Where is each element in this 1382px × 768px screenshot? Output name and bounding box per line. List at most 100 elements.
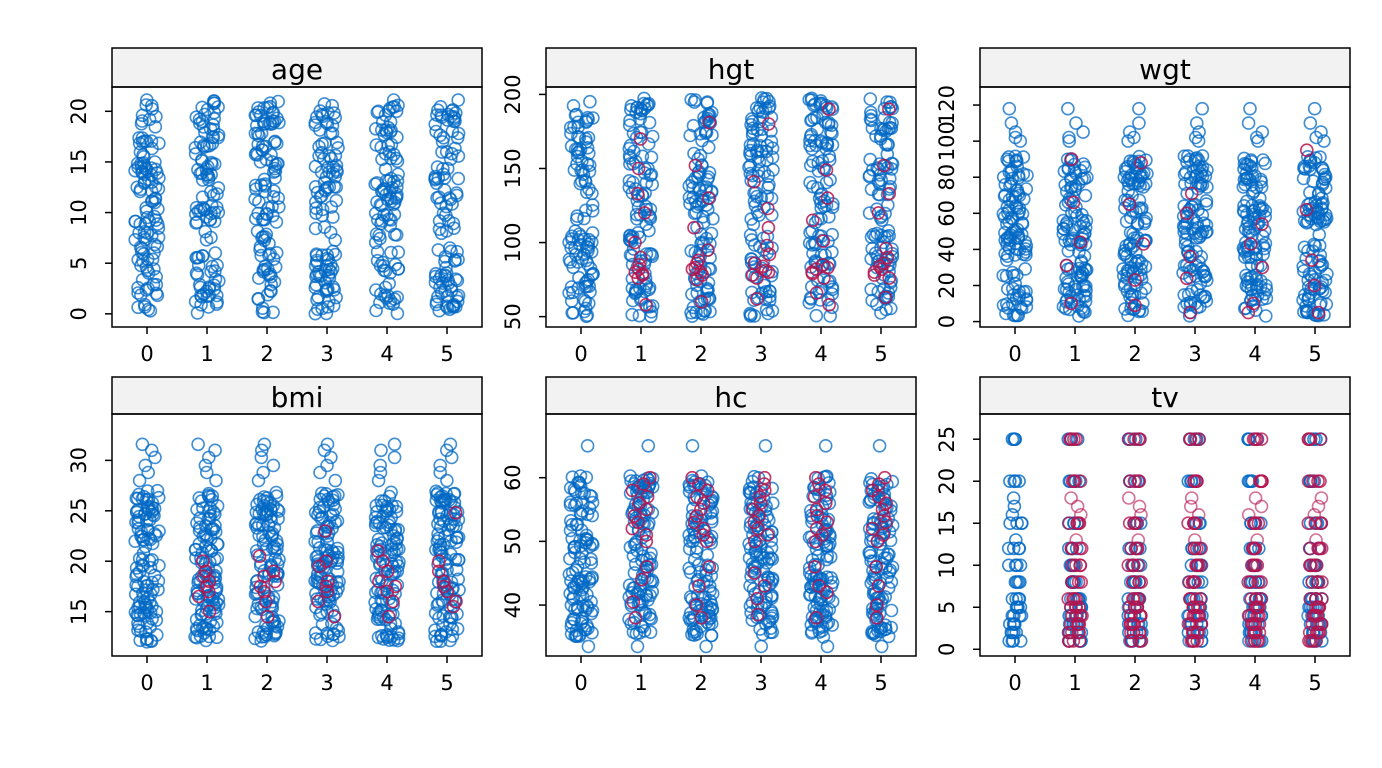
data-point [386, 197, 401, 212]
data-point [151, 230, 166, 245]
data-point [201, 168, 215, 182]
data-point [806, 246, 820, 261]
data-point [632, 257, 647, 272]
data-point [1132, 154, 1146, 169]
data-point [821, 234, 835, 249]
data-point [573, 587, 587, 602]
data-point [257, 569, 271, 584]
data-point [1311, 305, 1326, 320]
data-point [323, 225, 338, 240]
data-point [207, 157, 222, 171]
data-point [314, 486, 329, 501]
data-point [577, 555, 592, 570]
panel-age: age 0 5 10 15 20 0 1 2 3 4 5 [67, 47, 483, 366]
data-point [1243, 237, 1258, 251]
y-tick-label: 20 [935, 272, 959, 299]
data-point [1311, 474, 1325, 489]
data-point [565, 565, 580, 580]
data-point [439, 266, 454, 280]
data-point [1003, 474, 1017, 489]
data-point [874, 121, 888, 136]
data-point [192, 524, 207, 538]
panel-strip [111, 47, 483, 88]
data-point [312, 559, 327, 574]
x-tick-label: 2 [260, 671, 273, 695]
data-point [369, 498, 384, 513]
data-point [1065, 558, 1079, 573]
data-point [131, 579, 145, 594]
data-point [575, 546, 589, 561]
data-point [742, 160, 756, 174]
data-point [641, 518, 655, 533]
data-point [1132, 101, 1146, 116]
data-point [878, 206, 892, 221]
data-point [129, 561, 144, 575]
data-point [568, 241, 582, 255]
data-point [567, 163, 582, 177]
data-point [704, 226, 719, 241]
y-tick-label: 20 [935, 468, 959, 495]
y-tick-label: 5 [67, 257, 91, 270]
data-point [1005, 171, 1020, 186]
data-point [562, 286, 576, 300]
x-axis: 0 1 2 3 4 5 [140, 327, 454, 366]
data-point [1073, 235, 1088, 249]
data-point [1136, 180, 1150, 194]
data-point [207, 205, 222, 220]
x-tick-label: 2 [694, 671, 707, 695]
data-point [271, 191, 286, 205]
data-point [641, 438, 656, 453]
data-point [1180, 186, 1194, 201]
data-point [1005, 296, 1020, 311]
data-point [745, 128, 760, 142]
data-point [252, 195, 266, 209]
data-point [762, 178, 776, 192]
y-tick-label: 10 [67, 199, 91, 226]
data-point [135, 131, 150, 145]
data-point [1001, 150, 1016, 164]
data-point [743, 166, 758, 181]
data-point [1311, 575, 1325, 589]
data-point [633, 125, 647, 139]
data-point [583, 285, 597, 299]
data-point [763, 289, 777, 304]
data-point [191, 437, 205, 452]
data-point [1314, 125, 1328, 139]
data-point [323, 508, 338, 523]
data-point [1061, 592, 1075, 606]
x-tick-label: 5 [874, 342, 887, 366]
data-point [1127, 474, 1142, 489]
data-point [1008, 190, 1023, 204]
data-point [1239, 166, 1254, 181]
data-point [817, 513, 832, 527]
data-point [580, 438, 595, 453]
data-point [1239, 157, 1254, 172]
data-point [1074, 507, 1088, 522]
data-point [701, 243, 715, 257]
data-point [582, 279, 597, 294]
data-point [623, 469, 638, 483]
data-point [432, 554, 446, 569]
data-point [138, 507, 152, 521]
data-point [433, 128, 448, 143]
data-point [1178, 232, 1193, 247]
data-point [810, 181, 825, 195]
data-point [1309, 592, 1323, 606]
y-tick-label: 50 [501, 303, 525, 330]
data-point [144, 134, 159, 148]
data-point [191, 258, 206, 273]
data-point [326, 627, 341, 641]
data-point [1126, 575, 1140, 589]
data-point [699, 534, 714, 549]
data-point [269, 136, 284, 151]
data-point [268, 134, 282, 149]
data-point [752, 239, 767, 254]
data-point [1073, 474, 1088, 489]
data-point [632, 308, 647, 323]
data-point [1001, 541, 1016, 556]
data-point [881, 138, 895, 152]
data-point [645, 177, 660, 192]
data-point [142, 214, 156, 228]
data-point [691, 253, 706, 268]
data-point [196, 501, 210, 516]
